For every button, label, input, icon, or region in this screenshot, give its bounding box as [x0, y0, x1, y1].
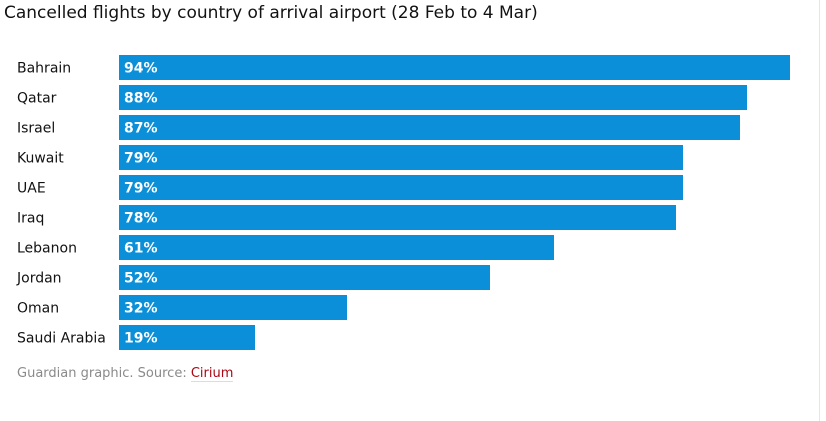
category-label: Iraq [17, 211, 44, 227]
value-label: 19% [124, 331, 158, 347]
source-prefix: Guardian graphic. Source: [17, 366, 191, 381]
bar [119, 235, 554, 260]
value-label: 61% [124, 241, 158, 257]
bar [119, 55, 790, 80]
bar [119, 265, 490, 290]
bar [119, 325, 255, 350]
value-label: 79% [124, 151, 158, 167]
value-label: 52% [124, 271, 158, 287]
category-label: Israel [17, 121, 55, 137]
bar [119, 115, 740, 140]
value-label: 94% [124, 61, 158, 77]
category-label: Kuwait [17, 151, 64, 167]
value-label: 88% [124, 91, 158, 107]
source-credit: Guardian graphic. Source: Cirium [17, 366, 234, 382]
value-label: 79% [124, 181, 158, 197]
source-link[interactable]: Cirium [190, 366, 234, 382]
bar [119, 205, 676, 230]
bar [119, 145, 683, 170]
category-label: Jordan [16, 271, 62, 287]
bar [119, 85, 747, 110]
category-label: Lebanon [17, 241, 77, 257]
value-label: 32% [124, 301, 158, 317]
bar [119, 175, 683, 200]
value-label: 87% [124, 121, 158, 137]
category-label: UAE [17, 181, 46, 197]
category-label: Saudi Arabia [17, 331, 106, 347]
category-label: Bahrain [17, 61, 71, 77]
chart-title: Cancelled flights by country of arrival … [4, 3, 538, 23]
category-label: Oman [17, 301, 59, 317]
value-label: 78% [124, 211, 158, 227]
bar [119, 295, 347, 320]
category-label: Qatar [17, 91, 57, 107]
